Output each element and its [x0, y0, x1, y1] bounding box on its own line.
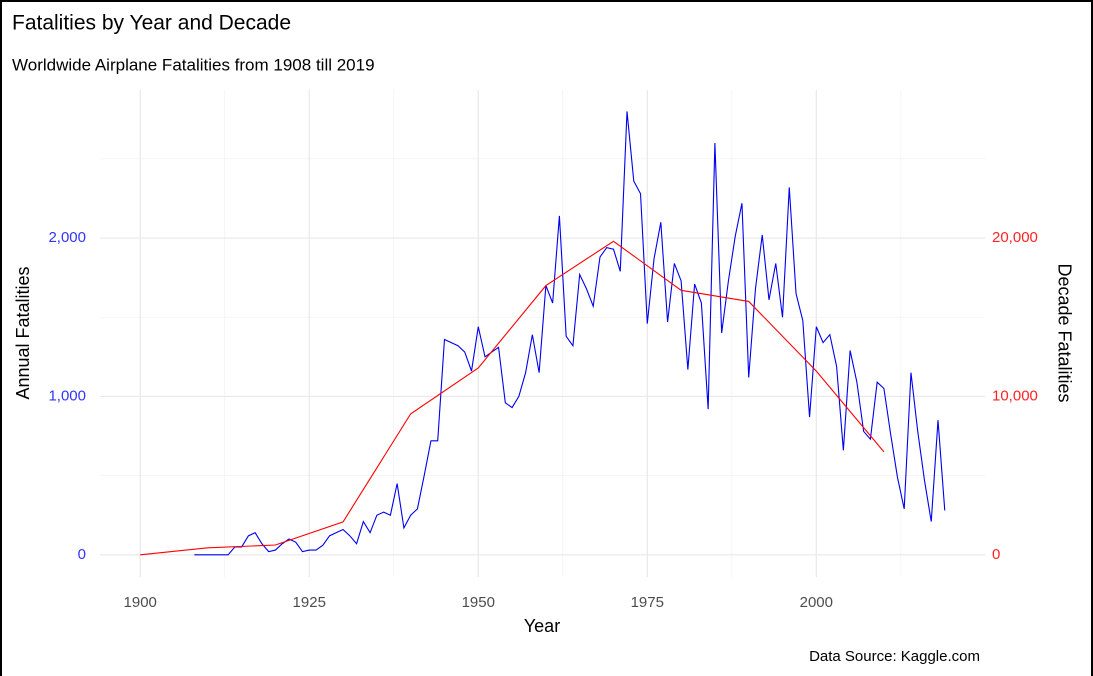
- y2-tick-label: 0: [992, 546, 1000, 563]
- x-tick-label: 1900: [124, 594, 157, 611]
- x-tick-label: 1975: [631, 594, 664, 611]
- line-series: [194, 111, 946, 556]
- y2-axis-title: Decade Fatalities: [1054, 263, 1074, 402]
- y-tick-label: 0: [78, 546, 86, 563]
- chart-title: Fatalities by Year and Decade: [12, 12, 291, 35]
- y2-tick-label: 20,000: [992, 229, 1038, 246]
- x-axis-title: Year: [524, 616, 560, 636]
- x-tick-label: 2000: [800, 594, 833, 611]
- caption: Data Source: Kaggle.com: [809, 648, 980, 665]
- chart-subtitle: Worldwide Airplane Fatalities from 1908 …: [12, 55, 375, 74]
- y-axis-title: Annual Fatalities: [13, 266, 33, 399]
- x-tick-label: 1925: [293, 594, 326, 611]
- y-tick-label: 1,000: [48, 387, 86, 404]
- line-series: [140, 240, 885, 556]
- x-tick-label: 1950: [462, 594, 495, 611]
- y-tick-label: 2,000: [48, 229, 86, 246]
- y2-tick-label: 10,000: [992, 387, 1038, 404]
